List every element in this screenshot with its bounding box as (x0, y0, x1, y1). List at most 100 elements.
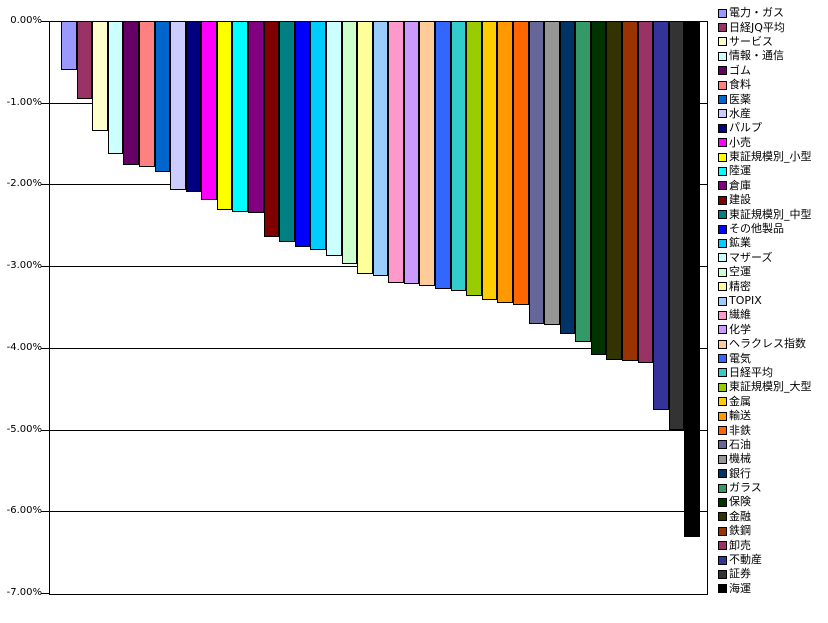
legend-swatch-icon (718, 541, 727, 551)
legend-swatch-icon (718, 224, 727, 234)
legend-item: 非鉄 (718, 423, 828, 437)
bar (637, 22, 654, 363)
legend-item: 金融 (718, 510, 828, 524)
y-axis-tick (41, 102, 49, 104)
legend-item: TOPIX (718, 294, 828, 308)
legend-item: 日経平均 (718, 366, 828, 380)
gridline (50, 347, 707, 349)
legend-item: 海運 (718, 582, 828, 596)
bar (76, 22, 93, 99)
legend-label: 証券 (729, 567, 751, 581)
legend-label: 情報・通信 (729, 49, 784, 63)
y-axis-tick (41, 266, 49, 268)
legend-item: 繊維 (718, 308, 828, 322)
legend-label: TOPIX (729, 294, 762, 307)
legend-item: 建設 (718, 193, 828, 207)
bar (497, 22, 513, 304)
y-axis-label: -7.00% (6, 587, 42, 598)
legend-label: 電気 (729, 351, 751, 365)
legend-label: 繊維 (729, 308, 751, 322)
bar (185, 22, 202, 192)
bar (201, 22, 217, 201)
legend-item: 卸売 (718, 538, 828, 552)
legend-swatch-icon (718, 37, 727, 47)
legend-label: 化学 (729, 322, 751, 336)
legend-label: マザーズ (729, 250, 773, 264)
legend-swatch-icon (718, 253, 727, 263)
bar (403, 22, 420, 285)
y-axis-label: 0.00% (10, 15, 42, 26)
legend-label: 東証規模別_中型 (729, 207, 812, 221)
legend-swatch-icon (718, 555, 727, 565)
legend-item: 輸送 (718, 409, 828, 423)
bar (325, 22, 342, 256)
legend-swatch-icon (718, 310, 727, 320)
legend-swatch-icon (718, 469, 727, 479)
legend-swatch-icon (718, 325, 727, 335)
legend-swatch-icon (718, 138, 727, 148)
legend-label: 陸運 (729, 164, 751, 178)
legend-swatch-icon (718, 382, 727, 392)
bar (232, 22, 249, 213)
legend-label: 空運 (729, 265, 751, 279)
legend-item: 電気 (718, 351, 828, 365)
legend-swatch-icon (718, 411, 727, 421)
bar (279, 22, 295, 242)
legend-item: 食料 (718, 78, 828, 92)
legend-swatch-icon (718, 512, 727, 522)
legend-label: 銀行 (729, 466, 751, 480)
bar (92, 22, 108, 132)
bar (622, 22, 638, 362)
bar (590, 22, 607, 356)
legend-label: 倉庫 (729, 178, 751, 192)
legend-item: 化学 (718, 323, 828, 337)
legend-label: 東証規模別_大型 (729, 380, 812, 394)
gridline (50, 429, 707, 431)
bar (528, 22, 545, 324)
bar (294, 22, 311, 247)
legend-item: 銀行 (718, 467, 828, 481)
legend-label: 医薬 (729, 92, 751, 106)
legend-swatch-icon (718, 282, 727, 292)
legend-label: 金属 (729, 394, 751, 408)
bar (61, 22, 77, 71)
legend-label: 金融 (729, 509, 751, 523)
legend-label: ガラス (729, 481, 762, 495)
bar (512, 22, 529, 305)
legend-swatch-icon (718, 152, 727, 162)
legend-swatch-icon (718, 339, 727, 349)
legend-item: 石油 (718, 438, 828, 452)
bar (684, 22, 700, 537)
bar (653, 22, 669, 411)
legend-label: 小売 (729, 135, 751, 149)
bar (450, 22, 467, 291)
legend-item: 金属 (718, 395, 828, 409)
bar (372, 22, 389, 277)
legend-label: 鉱業 (729, 236, 751, 250)
legend-swatch-icon (718, 181, 727, 191)
legend-swatch-icon (718, 397, 727, 407)
bar (248, 22, 264, 214)
legend-label: 精密 (729, 279, 751, 293)
legend-label: 電力・ガス (729, 6, 784, 20)
gridline (50, 511, 707, 513)
legend-item: 日経JQ平均 (718, 20, 828, 34)
legend-swatch-icon (718, 454, 727, 464)
bar (107, 22, 124, 154)
y-axis-tick (41, 429, 49, 431)
bar (606, 22, 623, 361)
legend-item: 保険 (718, 495, 828, 509)
legend-label: 建設 (729, 193, 751, 207)
y-axis-tick (41, 184, 49, 186)
legend-label: 輸送 (729, 409, 751, 423)
bar (310, 22, 326, 250)
bar (123, 22, 139, 165)
legend-label: 不動産 (729, 553, 762, 567)
bar (481, 22, 498, 300)
bar (170, 22, 186, 190)
legend-swatch-icon (718, 296, 727, 306)
legend-label: 保険 (729, 495, 751, 509)
legend-label: サービス (729, 34, 773, 48)
legend-swatch-icon (718, 8, 727, 18)
legend-swatch-icon (718, 195, 727, 205)
